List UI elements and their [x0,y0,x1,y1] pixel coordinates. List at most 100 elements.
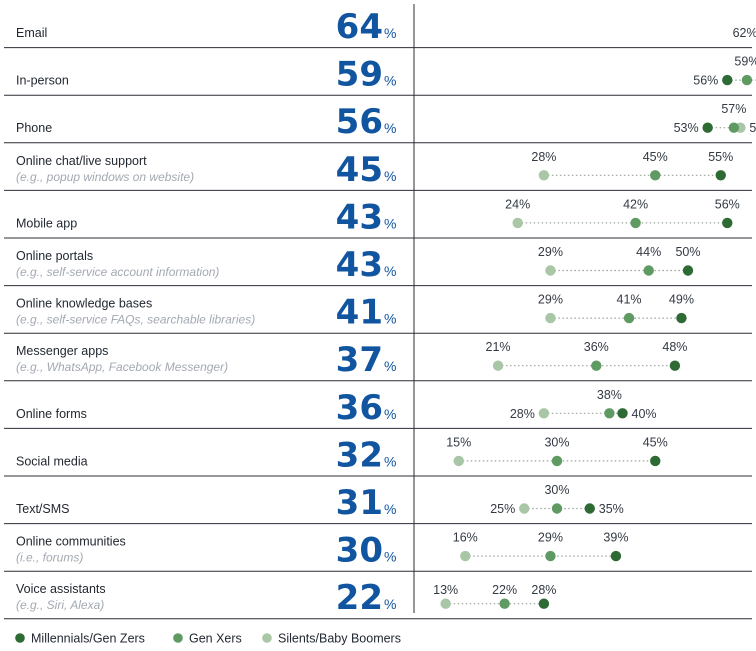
silents-boomers-dot [519,503,530,514]
category-label: Messenger apps [16,344,108,358]
legend-label: Millennials/Gen Zers [31,632,145,646]
millennials-dot [610,550,622,562]
total-value: 43 [336,245,383,285]
row-6: Online portals (e.g., self-service accoun… [4,245,752,287]
value-label: 57% [721,102,746,116]
silents-boomers-dot [545,265,556,276]
millennials-dot [715,170,726,181]
gen-x-dot [728,122,740,133]
category-label: Online chat/live support [16,154,147,168]
legend-item: Millennials/Gen Zers [15,632,145,646]
category-label: Online forms [16,407,87,421]
gen-x-dot [591,360,602,371]
category-label: In-person [16,74,69,88]
millennials-dot [702,122,713,133]
legend-swatch [262,633,272,643]
total-percent-sign: % [384,73,396,89]
legend-label: Gen Xers [189,632,242,646]
category-example: (e.g., popup windows on website) [16,170,194,184]
value-label: 48% [662,340,687,354]
value-label: 15% [446,435,471,449]
value-label: 62% [733,26,756,40]
value-label: 24% [505,197,530,211]
millennials-dot [682,265,694,276]
gen-x-dot [499,598,510,609]
value-label: 40% [632,407,657,421]
value-label: 28% [531,583,556,597]
millennials-dot [722,74,733,86]
gen-x-dot [551,503,563,514]
rows-layer: Email64%62%65%64%In-person59%56%62%59%Ph… [4,7,756,620]
row-4: Online chat/live support (e.g., popup win… [4,150,752,191]
silents-boomers-dot [492,360,504,371]
value-label: 28% [531,150,556,164]
value-label: 28% [510,407,535,421]
category-label: Text/SMS [16,502,70,516]
total-value: 45 [336,150,383,190]
row-12: Online communities (i.e., forums) 30 % 16% 29… [4,531,752,572]
total-percent-sign: % [384,263,396,279]
total-percent-sign: % [384,25,396,41]
total-value: 41 [336,293,383,333]
value-label: 22% [492,583,517,597]
value-label: 21% [486,340,511,354]
total-percent-sign: % [384,358,396,374]
total-value: 31 [336,483,383,523]
value-label: 45% [643,150,668,164]
legend-swatch [15,633,25,643]
total-value: 59 [336,55,383,95]
row-11: Text/SMS 31% 25% 35% 30% [4,483,752,525]
silents-boomers-dot [538,170,550,181]
value-label: 56% [715,197,740,211]
total-percent-sign: % [384,215,396,231]
value-label: 53% [674,121,699,135]
silents-boomers-dot [460,550,471,562]
gen-x-dot [604,408,615,419]
value-label: 55% [708,150,733,164]
silents-boomers-dot [538,408,550,419]
total-value: 56 [336,102,383,142]
value-label: 41% [617,293,642,307]
value-label: 13% [433,583,458,597]
value-label: 30% [544,435,569,449]
silents-boomers-dot [440,598,451,609]
row-7: Online knowledge bases (e.g., self-servic… [4,293,752,334]
total-percent-sign: % [384,168,396,184]
row-5: Mobile app 43 % 24% 42% 56% [4,197,752,239]
value-label: 36% [584,340,609,354]
gen-x-dot [741,74,753,86]
value-label: 56% [693,74,718,88]
millennials-dot [722,217,733,229]
category-example: (i.e., forums) [16,551,83,565]
category-label: Voice assistants [16,582,106,596]
silents-boomers-dot [453,455,464,467]
value-label: 38% [597,388,622,402]
value-label: 29% [538,245,563,259]
row-3: Phone 56% 53% 58%57% [4,102,756,144]
gen-x-dot [545,550,556,562]
row-13: Voice assistants (e.g., Siri, Alexa) 22 % 13… [4,578,752,620]
millennials-dot [669,360,681,371]
legend-item: Gen Xers [173,632,242,646]
total-value: 64 [336,7,383,47]
total-percent-sign: % [384,406,396,422]
value-label: 35% [599,502,624,516]
millennials-dot [584,503,595,514]
total-value: 37 [336,340,383,380]
category-label: Social media [16,454,88,468]
millennials-dot [538,598,550,609]
value-label: 58% [749,121,756,135]
category-label: Online communities [16,535,126,549]
total-value: 36 [336,388,383,428]
value-label: 29% [538,293,563,307]
category-example: (e.g., Siri, Alexa) [16,598,104,612]
value-label: 49% [669,293,694,307]
total-percent-sign: % [384,120,396,136]
total-percent-sign: % [384,549,396,565]
total-value: 30 [336,531,383,571]
value-label: 59% [734,55,756,69]
category-example: (e.g., self-service account information) [16,265,219,279]
legend-label: Silents/Baby Boomers [278,632,401,646]
